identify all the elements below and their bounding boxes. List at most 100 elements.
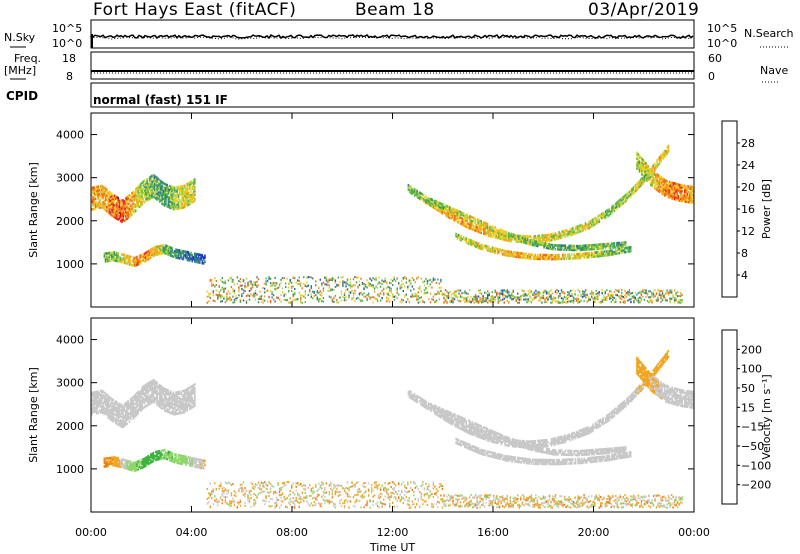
power-cell [477, 246, 480, 249]
power-speckle [663, 297, 665, 299]
power-speckle [630, 300, 632, 303]
velocity-cell [141, 388, 143, 392]
power-cell [640, 169, 642, 173]
power-speckle [232, 301, 234, 304]
power-cell [108, 194, 111, 198]
power-cell [114, 214, 117, 218]
velocity-cell [173, 411, 176, 414]
power-cell [609, 212, 612, 216]
power-speckle [443, 297, 445, 300]
power-cell [190, 257, 192, 261]
power-cell [553, 255, 555, 259]
power-cell [518, 235, 520, 238]
power-speckle [520, 296, 522, 299]
power-cell [156, 245, 158, 249]
power-cell [126, 217, 128, 220]
power-cell [96, 185, 98, 189]
power-cell [108, 198, 111, 201]
power-speckle [325, 283, 328, 286]
power-speckle [242, 292, 245, 295]
power-cell [437, 201, 440, 204]
power-cell [138, 254, 141, 258]
power-speckle [268, 296, 270, 299]
power-cell [621, 243, 623, 246]
power-cell [570, 227, 573, 231]
power-speckle [206, 290, 208, 293]
power-cell [690, 191, 692, 194]
velocity-cell [94, 390, 97, 394]
power-cell [629, 247, 632, 251]
power-cell [578, 228, 580, 232]
power-cell [538, 241, 540, 244]
power-speckle [664, 292, 667, 295]
power-cell [437, 209, 440, 212]
velocity-cell [106, 411, 108, 414]
power-cell [684, 186, 686, 190]
power-speckle [247, 284, 249, 287]
power-cell [162, 246, 165, 249]
power-cell [175, 199, 177, 203]
power-cell [109, 193, 112, 197]
power-speckle [458, 289, 460, 292]
power-cell [102, 191, 104, 194]
power-speckle [459, 289, 462, 292]
power-speckle [560, 290, 563, 293]
power-speckle [533, 296, 536, 299]
power-speckle [458, 292, 460, 295]
power-cell [584, 252, 587, 255]
power-cell [483, 228, 485, 232]
power-cell [171, 195, 173, 199]
power-speckle [316, 290, 318, 293]
power-cell [135, 209, 137, 213]
power-speckle [456, 299, 459, 302]
power-cell [104, 203, 107, 206]
velocity-cell [104, 396, 107, 399]
velocity-cell [150, 396, 152, 399]
power-cell [653, 184, 656, 188]
velocity-cell [126, 403, 128, 406]
power-speckle [294, 277, 296, 280]
velocity-cell [116, 408, 118, 412]
power-cell [606, 250, 608, 253]
power-cell [508, 233, 510, 237]
power-speckle [221, 287, 223, 290]
power-speckle [372, 284, 374, 287]
power-cell [601, 214, 603, 218]
power-speckle [310, 295, 312, 298]
power-cell [602, 247, 604, 250]
velocity-cell [151, 381, 153, 385]
power-cell [181, 206, 183, 209]
velocity-cell [97, 400, 99, 403]
power-speckle [313, 295, 315, 297]
power-cell [540, 241, 543, 245]
power-speckle [328, 290, 331, 292]
power-speckle [226, 299, 228, 302]
power-cell [480, 223, 482, 227]
power-cell [611, 244, 613, 247]
power-speckle [345, 285, 347, 288]
velocity-cell [160, 384, 162, 388]
power-speckle [310, 276, 312, 279]
power-speckle [250, 288, 252, 291]
power-speckle [499, 296, 501, 299]
power-cell [112, 215, 114, 218]
power-cell [548, 257, 550, 261]
power-cell [650, 168, 652, 171]
power-speckle [628, 291, 631, 294]
power-cell [177, 201, 180, 204]
power-cell [192, 200, 195, 203]
power-speckle [426, 291, 429, 294]
velocity-cell [137, 411, 140, 415]
power-cell [147, 252, 150, 255]
power-speckle [477, 295, 480, 298]
power-cell [623, 200, 626, 204]
power-speckle [642, 289, 644, 292]
velocity-cell [146, 386, 148, 390]
power-cell [690, 187, 692, 191]
power-cell [141, 191, 143, 194]
velocity-cell [98, 401, 101, 405]
power-cell [466, 224, 469, 227]
velocity-cell [175, 412, 177, 416]
power-cell [192, 256, 195, 259]
power-speckle [651, 292, 653, 295]
